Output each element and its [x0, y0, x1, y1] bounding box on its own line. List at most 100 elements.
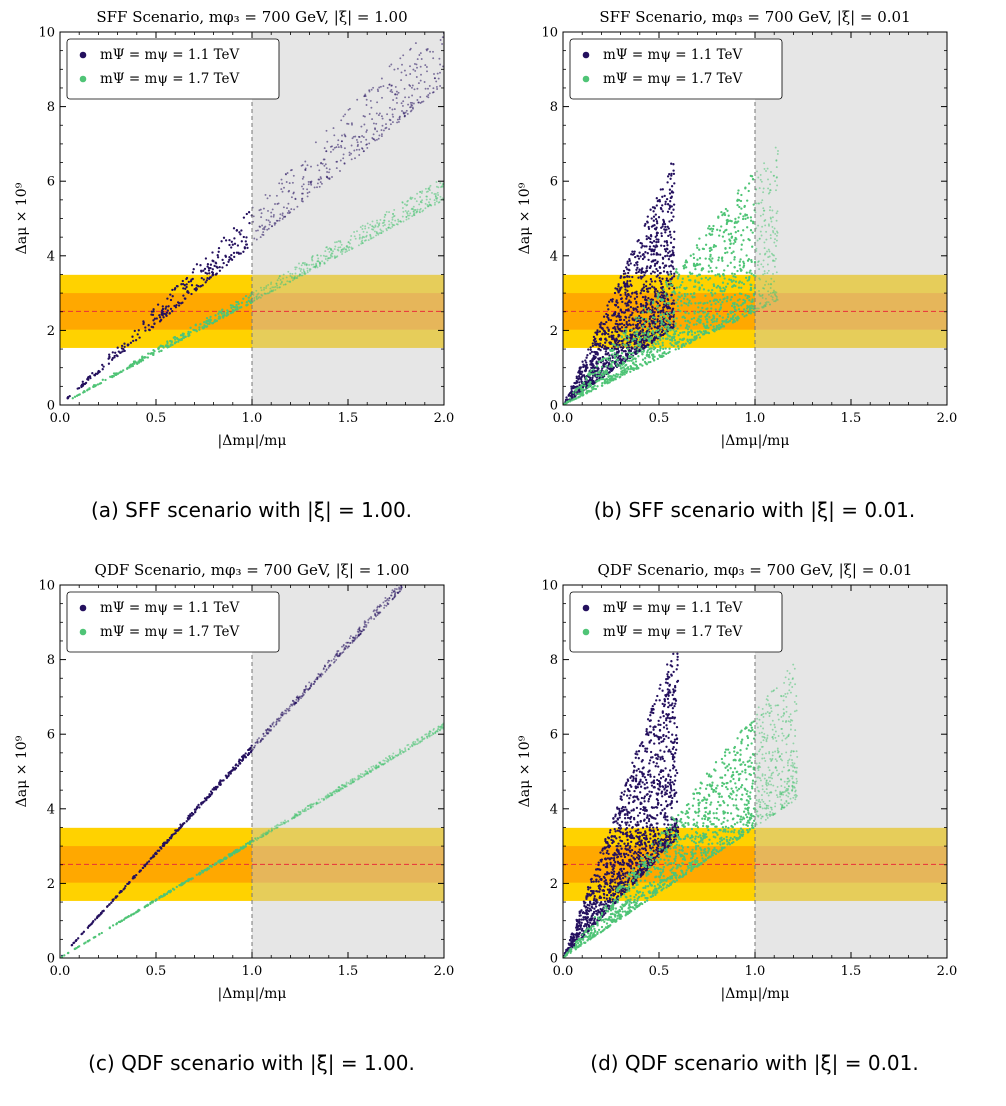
scatter-point	[769, 183, 772, 186]
scatter-point	[670, 185, 674, 188]
scatter-point	[652, 244, 655, 248]
scatter-point	[606, 304, 609, 307]
scatter-point	[182, 294, 185, 297]
scatter-point	[632, 323, 635, 326]
scatter-point	[643, 311, 646, 314]
scatter-point	[643, 347, 646, 350]
scatter-point	[187, 330, 190, 334]
scatter-point	[100, 911, 103, 915]
scatter-point	[227, 313, 230, 316]
scatter-point	[623, 318, 626, 322]
scatter-point	[598, 348, 601, 351]
scatter-point	[282, 713, 285, 715]
scatter-point	[348, 645, 350, 648]
scatter-point	[682, 267, 686, 270]
scatter-point	[160, 847, 163, 850]
scatter-point	[326, 171, 329, 173]
scatter-point	[591, 344, 595, 348]
scatter-point	[432, 57, 435, 60]
scatter-point	[665, 312, 669, 315]
scatter-point	[317, 802, 320, 805]
scatter-point	[351, 640, 354, 643]
scatter-point	[684, 342, 688, 345]
scatter-point	[677, 273, 681, 276]
scatter-point	[171, 288, 174, 292]
scatter-point	[617, 306, 620, 309]
scatter-point	[645, 362, 648, 365]
scatter-point	[732, 318, 735, 322]
scatter-point	[320, 161, 323, 164]
scatter-point	[374, 139, 377, 142]
scatter-point	[222, 316, 225, 319]
scatter-point	[231, 243, 234, 246]
scatter-point	[730, 304, 734, 308]
scatter-point	[648, 245, 652, 248]
scatter-point	[595, 365, 599, 368]
scatter-point	[633, 341, 637, 344]
scatter-point	[774, 257, 777, 260]
scatter-point	[414, 209, 417, 211]
scatter-point	[152, 308, 155, 311]
scatter-point	[776, 184, 779, 187]
scatter-point	[211, 251, 214, 254]
scatter-point	[666, 244, 669, 247]
scatter-point	[645, 354, 648, 357]
scatter-point	[255, 289, 258, 292]
scatter-point	[668, 311, 672, 315]
scatter-point	[229, 311, 233, 315]
scatter-point	[757, 307, 760, 310]
scatter-point	[717, 259, 720, 262]
scatter-point	[753, 261, 757, 264]
scatter-point	[222, 236, 226, 239]
scatter-point	[117, 350, 120, 353]
scatter-point	[295, 277, 298, 279]
scatter-point	[363, 621, 366, 624]
scatter-point	[637, 331, 641, 334]
scatter-point	[344, 113, 347, 116]
scatter-point	[107, 362, 111, 365]
scatter-point	[671, 283, 674, 287]
scatter-point	[80, 932, 83, 936]
scatter-point	[610, 336, 613, 339]
scatter-point	[668, 250, 671, 253]
scatter-point	[633, 264, 636, 267]
scatter-point	[379, 85, 382, 88]
scatter-point	[653, 338, 656, 342]
scatter-point	[371, 228, 373, 231]
scatter-point	[667, 258, 671, 261]
scatter-point	[276, 203, 279, 205]
scatter-point	[661, 337, 665, 340]
scatter-point	[607, 375, 610, 378]
scatter-point	[372, 610, 375, 613]
scatter-point	[165, 313, 168, 317]
scatter-point	[279, 716, 282, 719]
scatter-point	[648, 337, 651, 340]
scatter-point	[617, 335, 620, 338]
scatter-point	[665, 197, 669, 201]
scatter-point	[308, 269, 311, 272]
scatter-point	[174, 338, 177, 341]
scatter-point	[745, 254, 748, 257]
scatter-point	[424, 207, 427, 210]
scatter-point	[649, 360, 652, 364]
scatter-point	[639, 363, 642, 366]
scatter-point	[731, 310, 735, 314]
scatter-point	[198, 326, 201, 329]
scatter-point	[266, 228, 269, 231]
scatter-point	[658, 304, 661, 307]
scatter-point	[397, 91, 400, 94]
scatter-point	[405, 204, 408, 207]
scatter-point	[715, 318, 719, 321]
scatter-point	[635, 330, 638, 334]
scatter-point	[263, 288, 265, 291]
scatter-point	[757, 176, 760, 179]
scatter-point	[377, 225, 379, 228]
scatter-point	[729, 311, 733, 315]
scatter-point	[634, 307, 637, 310]
scatter-point	[335, 146, 338, 149]
scatter-point	[292, 191, 295, 194]
scatter-point	[754, 310, 757, 313]
scatter-point	[571, 396, 574, 399]
scatter-point	[664, 323, 667, 327]
scatter-point	[767, 256, 770, 259]
